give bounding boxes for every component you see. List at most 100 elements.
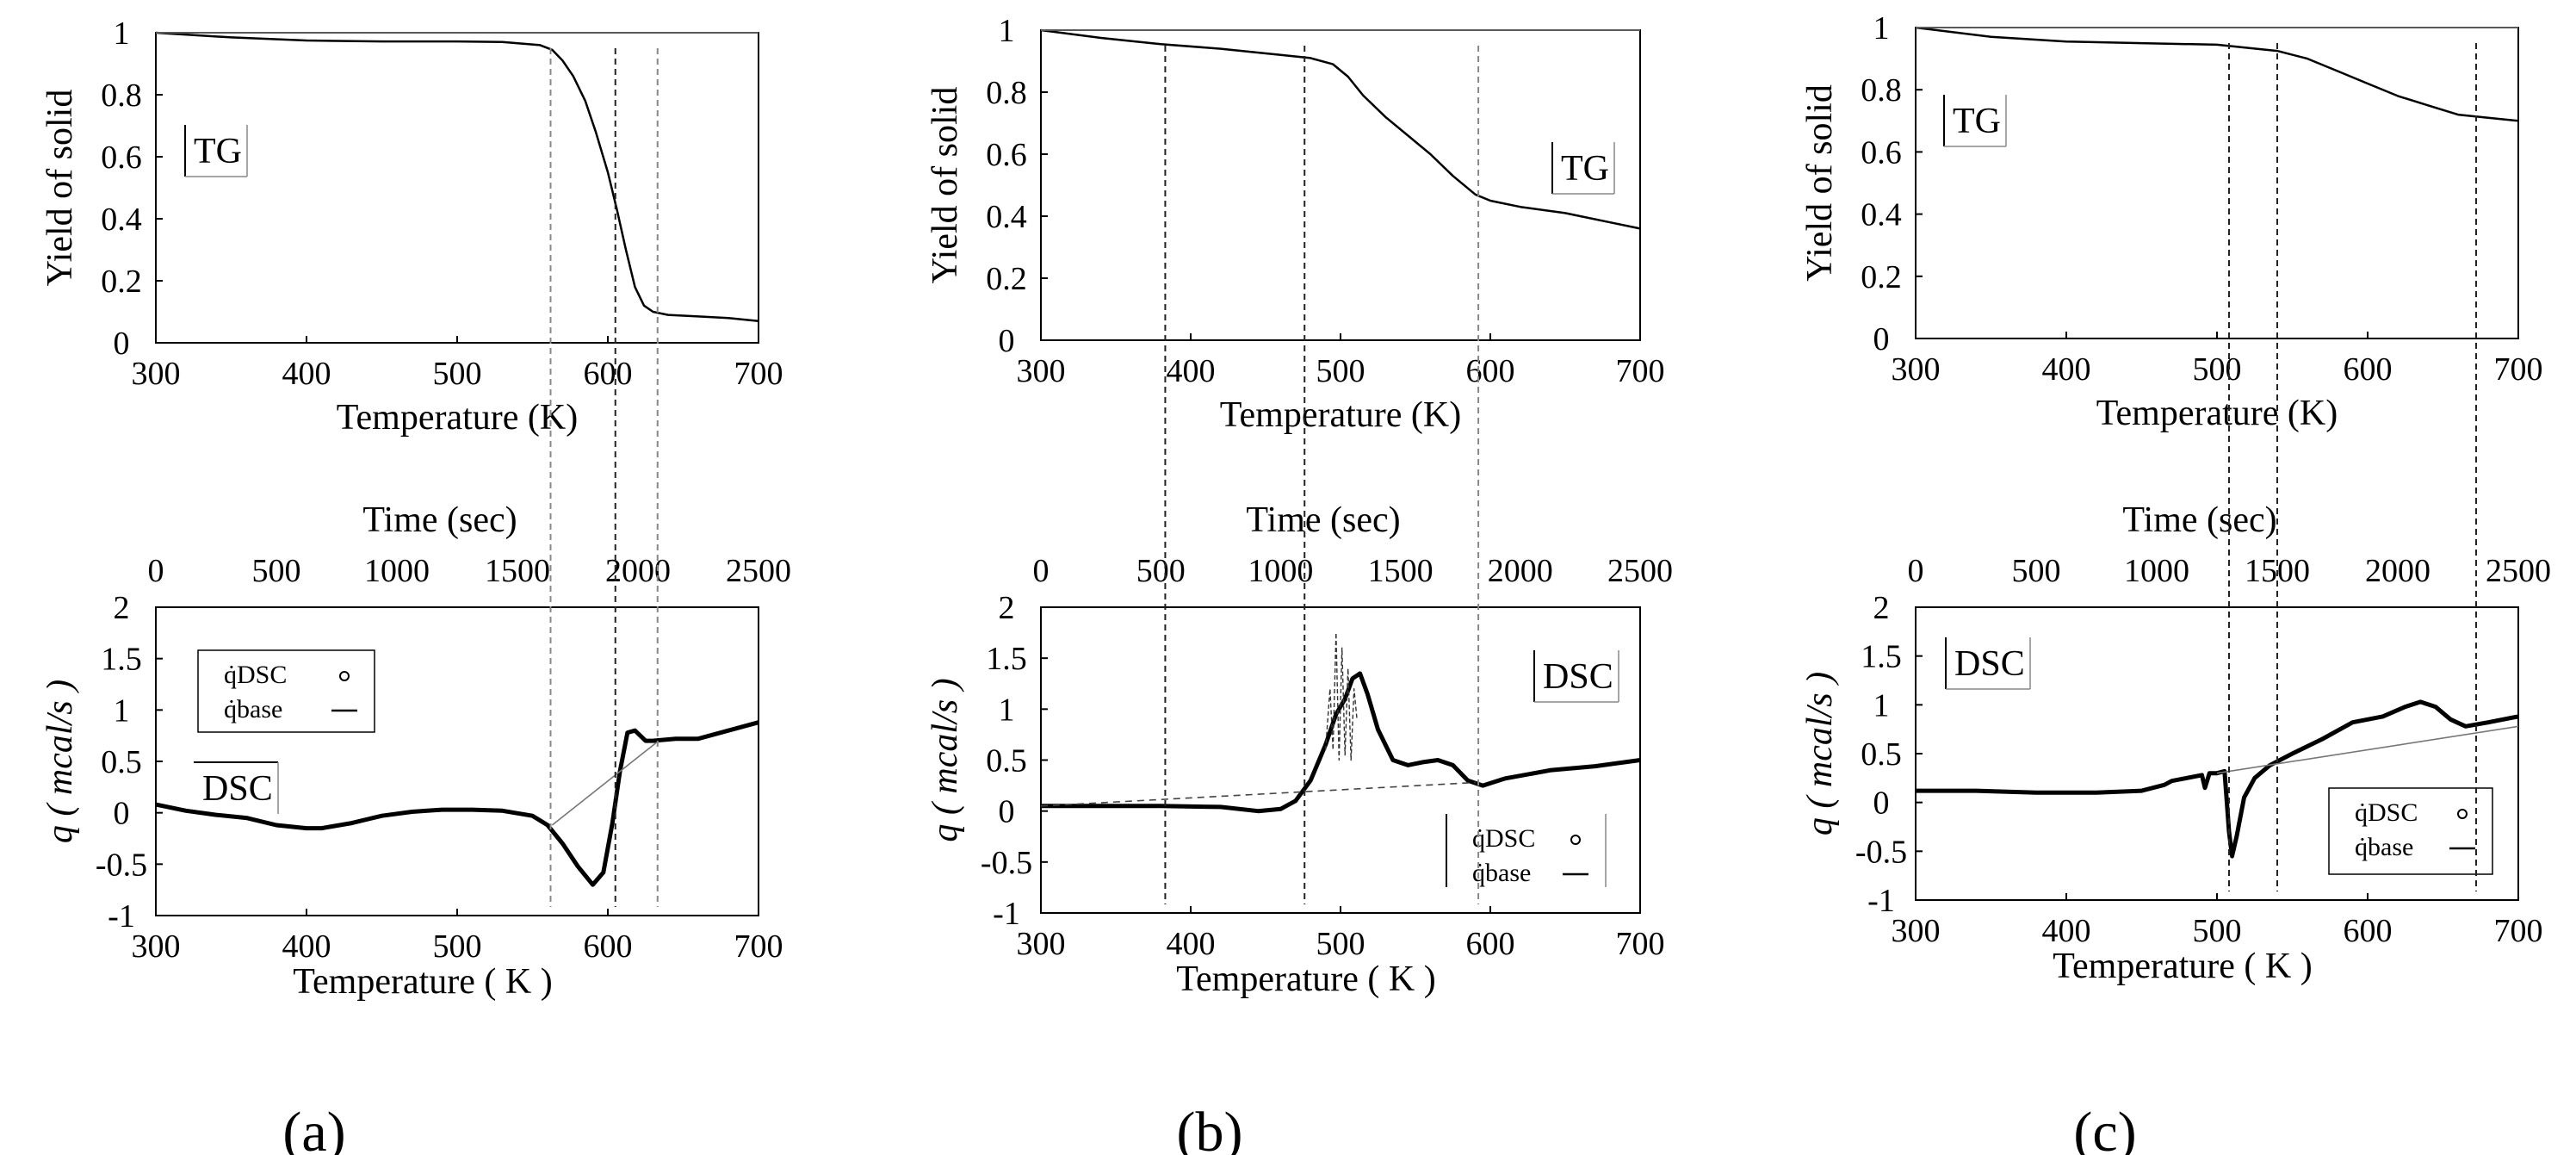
panel-b-tg-xtick-label: 500 (1316, 353, 1365, 389)
panel-a-dsc-tag-text: DSC (202, 769, 273, 809)
panel-a-tg-xtick-label: 300 (132, 356, 181, 392)
panel-c-tg-xlabel: Temperature (K) (2096, 394, 2338, 433)
panel-b-dsc-xtick-label: 600 (1466, 926, 1515, 962)
panel-c-legend-box (2328, 787, 2493, 875)
panel-a-tg-xtick-label: 700 (734, 356, 783, 392)
panel-a-dsc-x2tick-label: 2500 (726, 553, 791, 589)
panel-a-dsc-ytick-label: 1.5 (101, 642, 142, 678)
panel-a-dsc-series-qDSC (155, 720, 759, 887)
panel-b-dsc-xtick-label: 500 (1316, 926, 1365, 962)
panel-a-tg-ytick-label: 0 (114, 326, 130, 362)
panel-b-dsc-plot-frame (1040, 606, 1641, 914)
panel-a-dsc-xtick-label: 300 (132, 928, 181, 965)
panel-a-dsc-xtick-label: 700 (734, 928, 783, 965)
panel-a-tg-ytick-label: 0.8 (101, 78, 142, 114)
panel-c-tg-ytick-label: 0.4 (1861, 197, 1902, 233)
panel-c-dsc-ytick-label: 1 (1873, 687, 1890, 723)
panel-label-c: (c) (2073, 1101, 2136, 1155)
panel-a-tg-xtick-label: 600 (584, 356, 633, 392)
panel-c-dsc-x2tick-label: 2000 (2365, 553, 2430, 589)
panel-a-dsc-xtick-label: 400 (282, 928, 331, 965)
panel-a-dsc-xtick-label: 500 (433, 928, 482, 965)
panel-b-tg-xlabel: Temperature (K) (1220, 395, 1461, 435)
panel-b-tg-ytick-label: 0.6 (986, 137, 1027, 173)
panel-b-legend-marker-dsc (1570, 835, 1581, 845)
panel-a-dsc-ytick-label: 1 (114, 692, 130, 729)
panel-b-dsc-ylabel: q ( mcal/s ) (926, 678, 965, 841)
panel-a-legend-marker-dsc (339, 671, 350, 681)
panel-c-dsc-xtick-label: 300 (1892, 913, 1941, 949)
panel-b-dsc-x2tick-label: 2000 (1488, 553, 1553, 589)
panel-a-tg-ytick-label: 0.2 (101, 264, 142, 300)
panel-b-tg-tag-text: TG (1561, 149, 1609, 189)
panel-c-dsc-xtick-label: 600 (2344, 913, 2393, 949)
panel-b-dsc-ytick-label: 0.5 (986, 743, 1027, 779)
panel-b-dsc-series-qDSC (1041, 671, 1641, 814)
panel-a-tg-ylabel: Yield of solid (40, 90, 80, 287)
panel-a-legend-entry-dsc: q̇DSC (224, 661, 287, 689)
panel-a-dsc-ytick-label: 2 (114, 590, 130, 626)
panel-b-dsc-x2tick-label: 500 (1136, 553, 1186, 589)
panel-c-dsc-x2tick-label: 1000 (2124, 553, 2189, 589)
panel-c-tg-xtick-label: 600 (2344, 351, 2393, 388)
panel-b-tg-xtick-label: 600 (1466, 353, 1515, 389)
panel-c-dsc-series-qDSC (1916, 699, 2519, 859)
panel-a-tg-xtick-label: 400 (282, 356, 331, 392)
panel-a-dsc-x2tick-label: 500 (252, 553, 301, 589)
panel-a-dsc-x2tick-label: 1500 (485, 553, 550, 589)
panel-a-tg-series-yield (155, 31, 759, 323)
panel-b-dsc-ytick-label: -0.5 (981, 845, 1032, 881)
panel-c-dsc-xtick-label: 700 (2494, 913, 2543, 949)
panel-b-tg-plot-frame (1040, 29, 1641, 341)
panel-c-legend-entry-dsc: q̇DSC (2355, 798, 2418, 827)
panel-c-tg-ytick-label: 0.6 (1861, 134, 1902, 171)
panel-b-tg-ytick-label: 0.4 (986, 199, 1027, 235)
panel-c-dsc-tag-text: DSC (1954, 644, 2025, 684)
panel-b-dsc-series-qbase (1040, 781, 1476, 807)
panel-c-legend-marker-dsc (2457, 809, 2468, 819)
panel-c-dsc-x2tick-label: 2500 (2486, 553, 2551, 589)
panel-c-tg-xtick-label: 500 (2193, 351, 2242, 388)
panel-a-dsc-series-qbase (551, 742, 657, 826)
panel-a-tg-ytick-label: 0.6 (101, 140, 142, 176)
panel-b-tg-xtick-label: 700 (1616, 353, 1665, 389)
panel-b-legend-entry-dsc: q̇DSC (1472, 824, 1535, 853)
panel-b-dsc-x2label: Time (sec) (1246, 500, 1400, 540)
panel-a-tg-xtick-label: 500 (433, 356, 482, 392)
panel-c-tg-series-yield (1915, 26, 2519, 122)
panel-c-dsc-ytick-label: -0.5 (1855, 834, 1907, 870)
panel-c-dsc-x2tick-label: 0 (1908, 553, 1924, 589)
panel-a-dsc-x2label: Time (sec) (362, 500, 517, 540)
panel-b-dsc-series-qDSC-noise (1324, 631, 1358, 761)
panel-c-tg-xtick-label: 300 (1892, 351, 1941, 388)
panel-b-dsc-xlabel: Temperature ( K ) (1176, 959, 1435, 999)
panel-c-tg-xtick-label: 700 (2494, 351, 2543, 388)
panel-c-dsc-ylabel: q ( mcal/s ) (1800, 672, 1840, 835)
panel-b-dsc-ytick-label: 2 (999, 590, 1015, 626)
panel-a-tg-xlabel: Temperature (K) (337, 398, 578, 438)
panel-c-legend-entry-base: q̇base (2355, 833, 2413, 861)
panel-c-dsc-ytick-label: 0.5 (1861, 736, 1902, 773)
panel-b-tg-ytick-label: 0.8 (986, 75, 1027, 111)
panel-a-dsc-ytick-label: 0.5 (101, 744, 142, 780)
panel-c-tg-ylabel: Yield of solid (1800, 84, 1840, 282)
panel-c-tg-ytick-label: 1 (1873, 10, 1890, 47)
panel-b-dsc-x2tick-label: 1500 (1368, 553, 1434, 589)
panel-label-a: (a) (282, 1101, 345, 1155)
panel-a-tg-tag-text: TG (194, 132, 242, 171)
panel-b-dsc-ytick-label: 1 (999, 692, 1015, 728)
panel-c-dsc-x2label: Time (sec) (2122, 500, 2276, 540)
panel-c-dsc-ytick-label: 1.5 (1861, 639, 1902, 675)
panel-c-dsc-series-qbase (2216, 725, 2519, 774)
panel-a-dsc-ytick-label: -1 (108, 898, 135, 935)
panel-b-dsc-ytick-label: -1 (993, 896, 1020, 932)
panel-c-tg-tag-text: TG (1953, 102, 2001, 141)
panel-c-dsc-xlabel: Temperature ( K ) (2053, 947, 2312, 986)
panel-b-tg-ytick-label: 0 (999, 323, 1015, 359)
panel-b-dsc-x2tick-label: 0 (1033, 553, 1050, 589)
panel-a-tg-plot-frame (155, 32, 759, 344)
panel-c-dsc-ytick-label: 2 (1873, 590, 1890, 626)
panel-b-dsc-xtick-label: 300 (1017, 926, 1066, 962)
panel-b-dsc-x2tick-label: 1000 (1248, 553, 1313, 589)
panel-b-tg-ytick-label: 0.2 (986, 261, 1027, 297)
